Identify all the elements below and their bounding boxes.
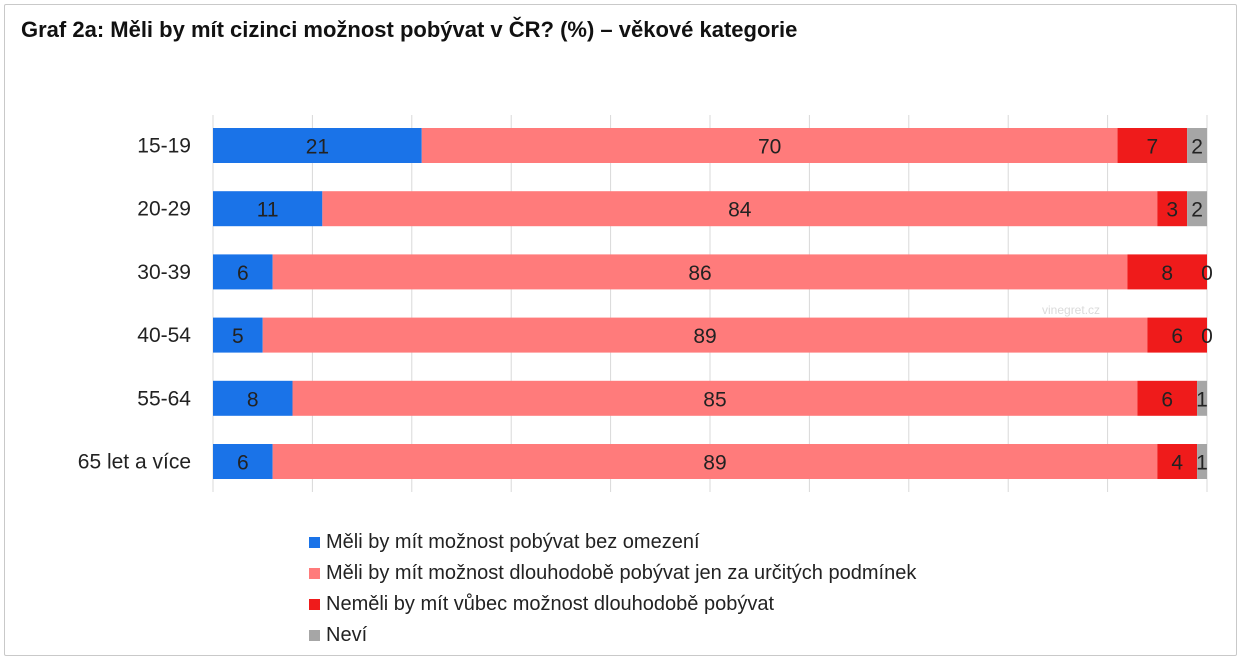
data-label: 8 <box>1161 262 1173 285</box>
legend-swatch <box>309 568 320 579</box>
bar-segment <box>213 191 323 227</box>
bar-segment <box>1147 317 1207 353</box>
data-label: 6 <box>1161 388 1173 411</box>
data-label: 6 <box>237 262 249 285</box>
data-label: 11 <box>257 199 279 222</box>
category-label: 30-39 <box>137 261 191 284</box>
data-label: 1 <box>1196 388 1208 411</box>
legend-item-not-at-all: Neměli by mít vůbec možnost dlouhodobě p… <box>309 589 916 620</box>
bar-segment <box>1197 444 1207 479</box>
data-label: 2 <box>1191 199 1203 222</box>
bar-segment <box>1137 380 1198 416</box>
category-label: 65 let a více <box>78 451 191 474</box>
data-label: 0 <box>1201 262 1213 285</box>
chart-title: Graf 2a: Měli by mít cizinci možnost pob… <box>21 17 798 42</box>
legend-swatch <box>309 630 320 641</box>
data-label: 89 <box>693 325 716 348</box>
watermark-site: vinegret.cz <box>1042 303 1101 317</box>
data-label: 84 <box>728 199 752 222</box>
legend-item-unrestricted: Měli by mít možnost pobývat bez omezení <box>309 527 916 558</box>
category-label: 55-64 <box>137 387 191 410</box>
legend-label: Neví <box>326 624 368 646</box>
bar-segment <box>421 128 1118 163</box>
bar-segment <box>213 444 273 479</box>
bar-segment <box>213 254 273 290</box>
bar-segment <box>272 444 1158 479</box>
bar-segment <box>213 317 263 353</box>
data-label: 7 <box>1146 136 1158 159</box>
legend-item-conditional: Měli by mít možnost dlouhodobě pobývat j… <box>309 558 916 589</box>
category-label: 15-19 <box>137 135 191 158</box>
data-label: 3 <box>1166 199 1178 222</box>
data-label: 5 <box>232 325 244 348</box>
bar-segment <box>1157 191 1188 227</box>
legend-label: Měli by mít možnost dlouhodobě pobývat j… <box>326 562 917 584</box>
bar-segment <box>262 317 1148 353</box>
bar-segment <box>1157 444 1198 479</box>
bar-segment <box>213 128 422 163</box>
category-label: 40-54 <box>137 324 191 347</box>
data-label: 86 <box>688 262 711 285</box>
legend-swatch <box>309 537 320 548</box>
bar-segment <box>1117 128 1188 163</box>
data-label: 85 <box>703 388 726 411</box>
data-label: 21 <box>306 136 329 159</box>
legend: Měli by mít možnost pobývat bez omezení … <box>309 527 916 651</box>
data-label: 6 <box>237 452 249 475</box>
legend-label: Měli by mít možnost pobývat bez omezení <box>326 531 700 553</box>
data-label: 70 <box>758 136 781 159</box>
data-label: 0 <box>1201 325 1213 348</box>
data-label: 6 <box>1171 325 1183 348</box>
legend-item-dont-know: Neví <box>309 620 916 651</box>
category-label: 20-29 <box>137 198 191 221</box>
data-label: 8 <box>247 388 259 411</box>
legend-swatch <box>309 599 320 610</box>
bar-segment <box>1127 254 1207 290</box>
data-label: 1 <box>1196 452 1208 475</box>
bar-segment <box>292 380 1138 416</box>
bar-segment <box>213 380 293 416</box>
bar-segment <box>1187 128 1207 163</box>
data-label: 89 <box>703 452 726 475</box>
data-label: 4 <box>1171 452 1183 475</box>
bar-segment <box>1187 191 1207 227</box>
bar-segment <box>322 191 1158 227</box>
bar-segment <box>272 254 1128 290</box>
legend-label: Neměli by mít vůbec možnost dlouhodobě p… <box>326 593 775 615</box>
bar-segment <box>1197 380 1207 416</box>
data-label: 2 <box>1191 136 1203 159</box>
